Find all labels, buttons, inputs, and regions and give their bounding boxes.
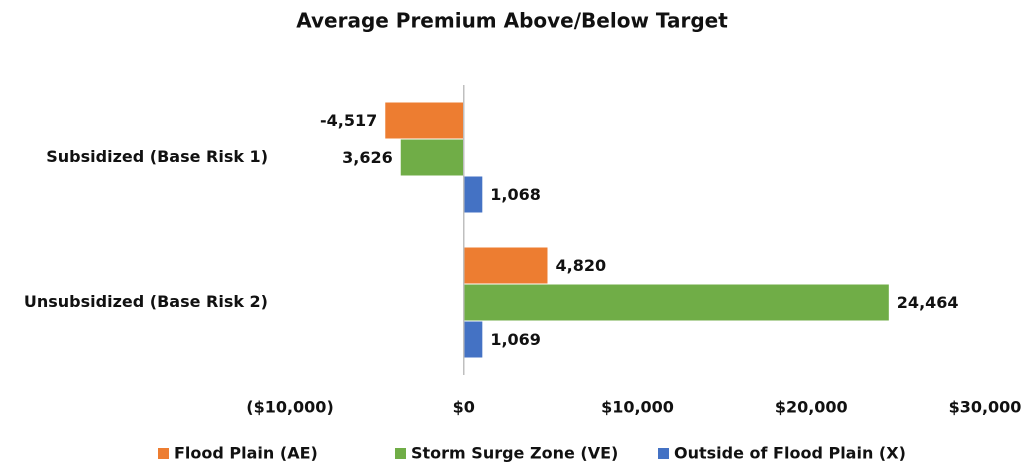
bar (385, 102, 464, 139)
bar (400, 139, 464, 176)
chart-title: Average Premium Above/Below Target (296, 9, 728, 33)
data-label: 24,464 (897, 293, 959, 312)
legend-swatch (395, 448, 406, 459)
legend-label: Outside of Flood Plain (X) (674, 444, 906, 463)
x-tick-label: $30,000 (949, 398, 1022, 417)
x-tick-label: $0 (453, 398, 475, 417)
bar (463, 284, 889, 321)
data-label: 3,626 (342, 148, 393, 167)
legend-label: Storm Surge Zone (VE) (411, 444, 618, 463)
data-label: 1,068 (490, 185, 541, 204)
legend-swatch (158, 448, 169, 459)
data-label: 1,069 (490, 330, 541, 349)
data-label: 4,820 (555, 256, 606, 275)
category-label: Unsubsidized (Base Risk 2) (24, 292, 268, 311)
bar (463, 176, 483, 213)
x-tick-label: $10,000 (601, 398, 674, 417)
legend-label: Flood Plain (AE) (174, 444, 318, 463)
bar (463, 247, 548, 284)
x-tick-label: $20,000 (775, 398, 848, 417)
x-tick-label: ($10,000) (246, 398, 334, 417)
legend-swatch (658, 448, 669, 459)
category-label: Subsidized (Base Risk 1) (46, 147, 268, 166)
data-label: -4,517 (320, 111, 377, 130)
bar (463, 321, 483, 358)
